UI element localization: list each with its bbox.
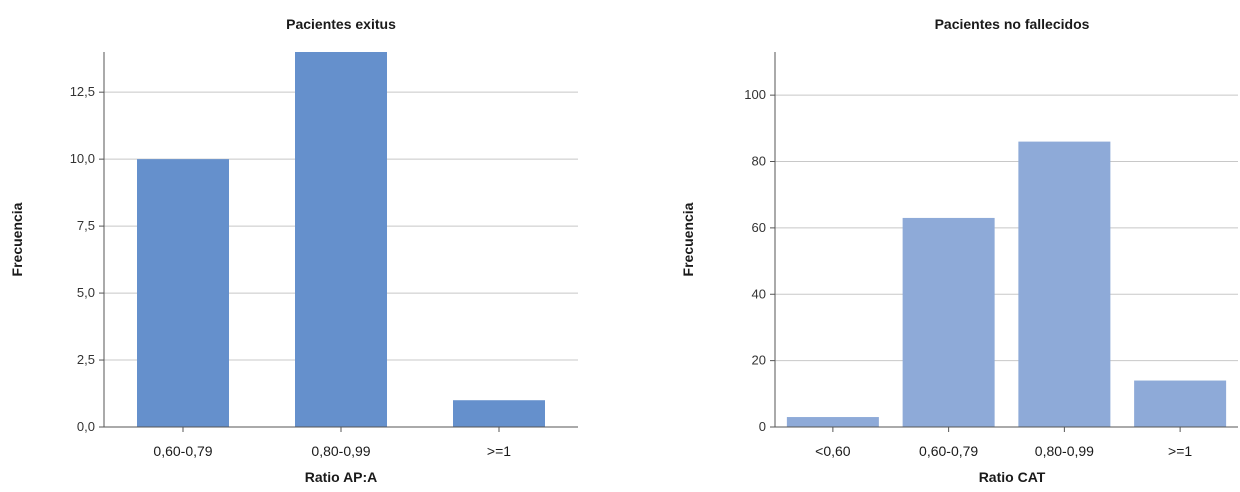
y-tick-label: 2,5: [77, 352, 95, 367]
axes: [774, 52, 1238, 428]
y-tick-label: 80: [752, 154, 766, 169]
y-axis-title: Frecuencia: [680, 202, 696, 276]
x-axis-title: Ratio CAT: [979, 469, 1046, 485]
y-tick-label: 40: [752, 286, 766, 301]
x-category-label: >=1: [1168, 443, 1192, 459]
y-axis-title: Frecuencia: [9, 202, 25, 276]
x-category-label: <0,60: [815, 443, 851, 459]
chart-pacientes-no-fallecidos: Pacientes no fallecidos Frecuencia Ratio…: [680, 16, 1238, 485]
axes: [103, 52, 578, 428]
y-tick-labels: 0 20 40 60 80 100: [744, 87, 766, 434]
gridlines: [770, 94, 1238, 428]
y-tick-label: 20: [752, 353, 766, 368]
x-category-label: 0,80-0,99: [1035, 443, 1094, 459]
chart-title: Pacientes no fallecidos: [935, 16, 1090, 32]
y-tick-label: 7,5: [77, 218, 95, 233]
y-tick-label: 0,0: [77, 419, 95, 434]
bars: [786, 141, 1227, 432]
x-category-labels: <0,60 0,60-0,79 0,80-0,99 >=1: [815, 443, 1192, 459]
bar: [1134, 380, 1227, 427]
y-tick-label: 10,0: [70, 151, 95, 166]
y-tick-label: 0: [759, 419, 766, 434]
chart-pacientes-exitus: Pacientes exitus Frecuencia Ratio AP:A 0…: [9, 16, 578, 485]
bar: [295, 52, 387, 427]
x-category-label: 0,60-0,79: [153, 443, 212, 459]
y-tick-label: 12,5: [70, 84, 95, 99]
bar: [786, 417, 879, 427]
x-category-label: 0,60-0,79: [919, 443, 978, 459]
chart-title: Pacientes exitus: [286, 16, 396, 32]
y-tick-labels: 0,0 2,5 5,0 7,5 10,0 12,5: [70, 84, 95, 434]
bar: [902, 217, 995, 427]
x-category-label: 0,80-0,99: [311, 443, 370, 459]
x-category-label: >=1: [487, 443, 511, 459]
y-tick-label: 100: [744, 87, 766, 102]
bar: [137, 159, 229, 427]
bar: [453, 400, 545, 427]
x-axis-title: Ratio AP:A: [305, 469, 378, 485]
x-category-labels: 0,60-0,79 0,80-0,99 >=1: [153, 443, 511, 459]
bar: [1018, 141, 1111, 427]
y-tick-label: 60: [752, 220, 766, 235]
y-tick-label: 5,0: [77, 285, 95, 300]
bars: [137, 52, 545, 432]
